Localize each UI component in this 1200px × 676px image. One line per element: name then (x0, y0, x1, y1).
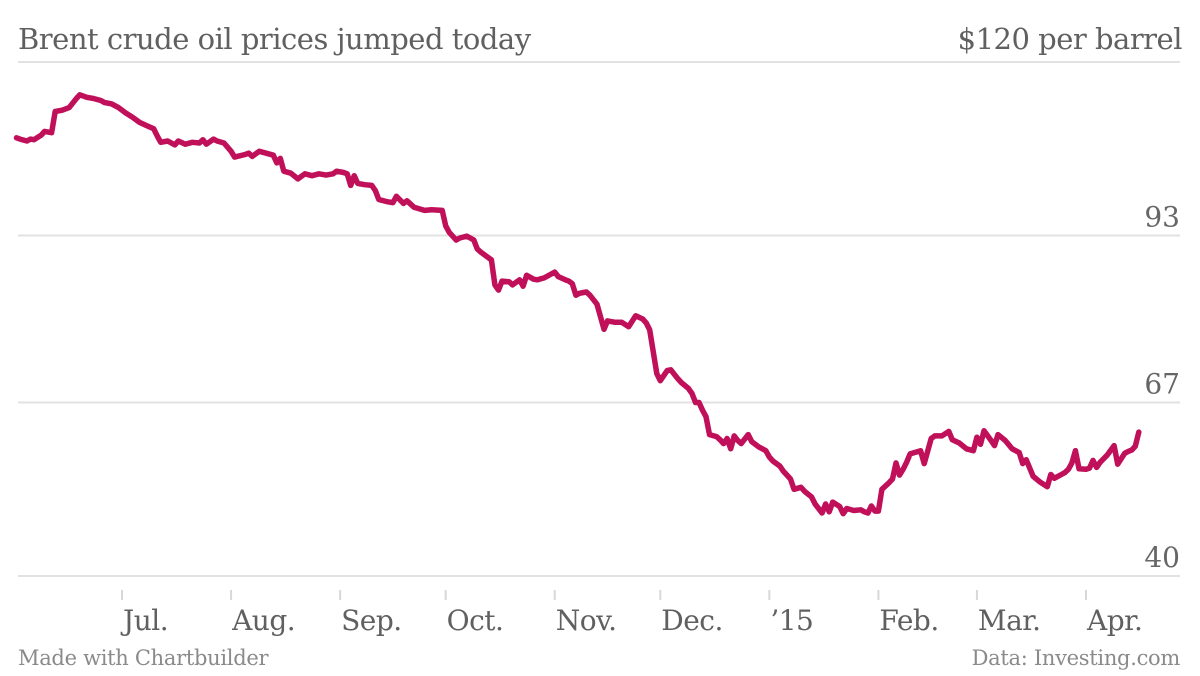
data-source: Data: Investing.com (971, 646, 1181, 670)
x-tick-label: Jul. (120, 604, 168, 637)
x-tick-label: Nov. (556, 604, 617, 637)
top-axis-label: $120 per barrel (957, 22, 1183, 56)
x-tick-label: Apr. (1086, 604, 1142, 637)
x-tick-label: Dec. (661, 604, 723, 637)
series-layer (13, 92, 1142, 517)
x-axis-ticks: Jul. Aug. Sep. Oct. Nov. Dec. ’15 Feb. Mar. Apr. (120, 590, 1143, 637)
gridlines (18, 61, 1180, 577)
x-tick-label: Feb. (879, 604, 938, 637)
chartbuilder-credit: Made with Chartbuilder (18, 646, 269, 670)
x-tick-label: Sep. (341, 604, 402, 637)
x-tick-label: Aug. (231, 604, 295, 637)
y-axis-ticks: 93 67 40 (1144, 200, 1180, 574)
y-tick-label: 67 (1144, 368, 1180, 401)
x-tick-label: Oct. (447, 604, 504, 637)
x-tick-label: ’15 (770, 604, 813, 637)
y-tick-label: 93 (1144, 200, 1180, 233)
y-tick-label: 40 (1144, 541, 1180, 574)
series-line-brent (13, 92, 1142, 517)
chart-title: Brent crude oil prices jumped today (18, 22, 531, 56)
x-tick-label: Mar. (978, 604, 1041, 637)
